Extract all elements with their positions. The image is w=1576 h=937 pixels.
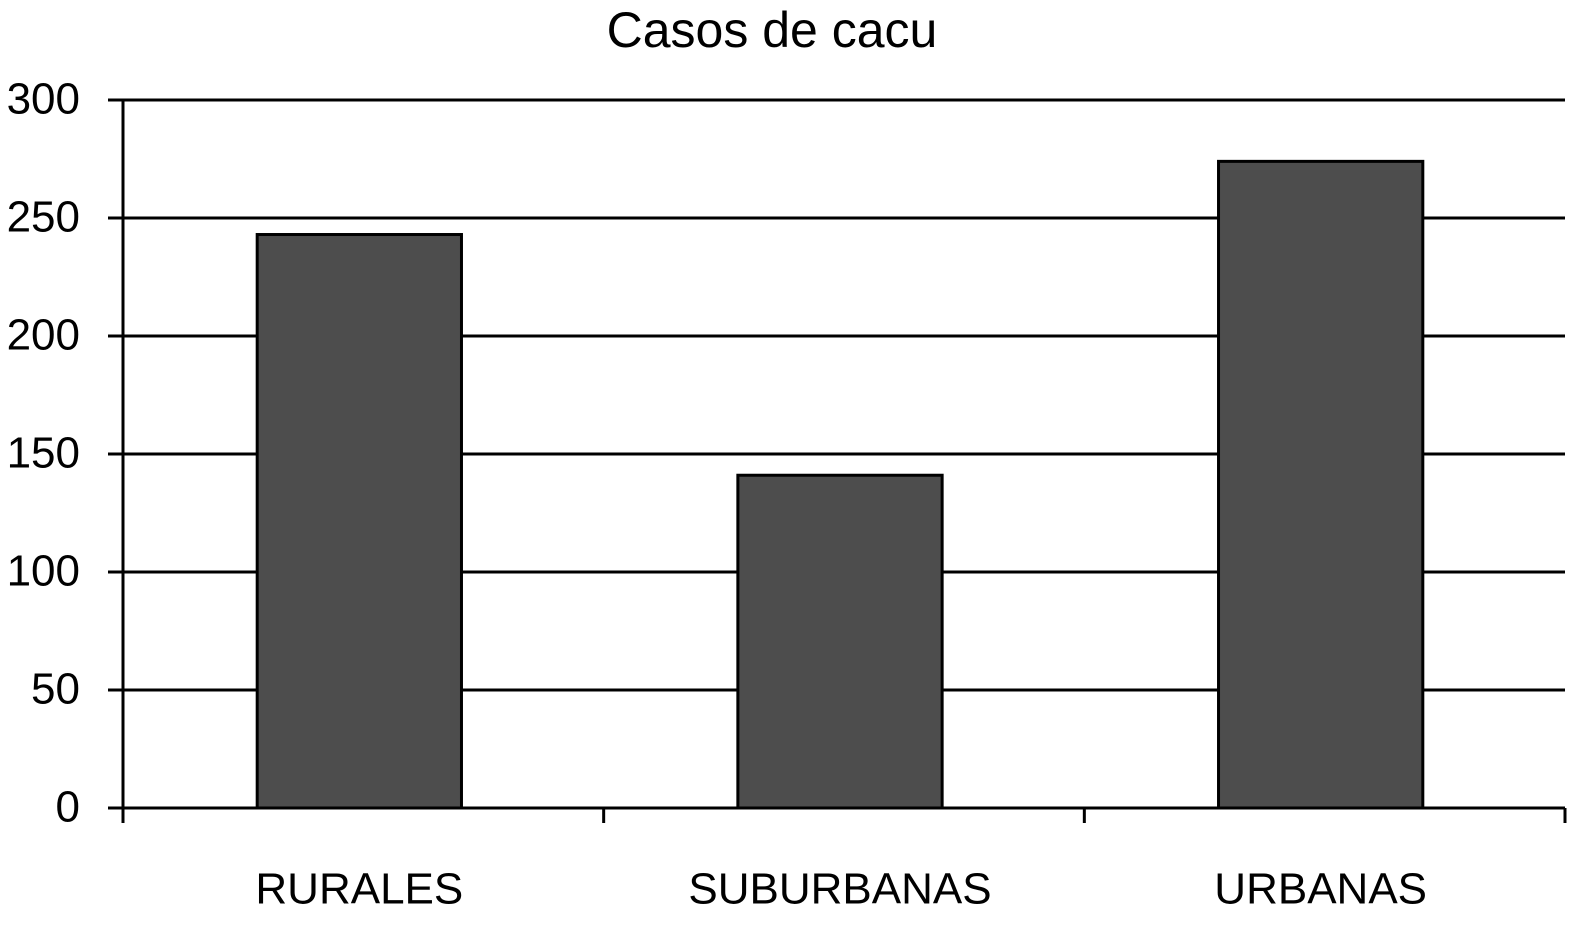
bar — [1217, 159, 1425, 810]
bar — [736, 473, 944, 810]
y-tick-label: 50 — [31, 665, 80, 714]
y-tick-label: 150 — [7, 429, 80, 478]
x-tick-label: SUBURBANAS — [688, 865, 991, 914]
y-tick-label: 0 — [56, 783, 80, 832]
y-tick-label: 200 — [7, 311, 80, 360]
x-tick-label: RURALES — [255, 865, 463, 914]
y-tick-label: 250 — [7, 193, 80, 242]
x-tick-label: URBANAS — [1214, 865, 1427, 914]
y-tick-label: 100 — [7, 547, 80, 596]
chart-title: Casos de cacu — [607, 2, 938, 58]
y-tick-label: 300 — [7, 75, 80, 124]
bar — [255, 233, 463, 810]
